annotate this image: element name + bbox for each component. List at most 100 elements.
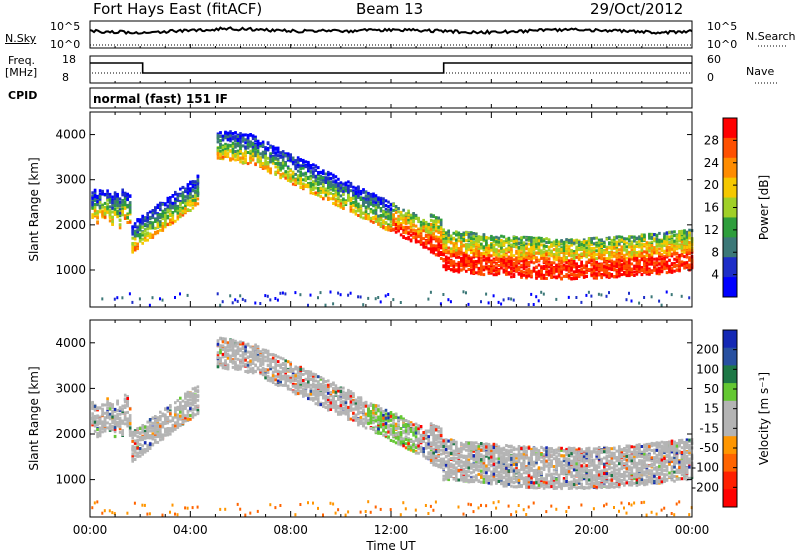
power-cell <box>118 200 122 204</box>
power-cell <box>650 295 653 299</box>
power-cell <box>470 259 473 263</box>
power-cell <box>500 254 503 258</box>
velocity-cell <box>91 423 94 427</box>
power-cell <box>455 253 458 257</box>
power-cell <box>154 219 157 223</box>
power-cell <box>532 303 535 306</box>
power-cell <box>384 226 388 229</box>
power-cell <box>580 261 583 265</box>
power-cell <box>181 200 185 204</box>
power-cell <box>490 238 493 241</box>
power-cell <box>166 216 170 220</box>
power-cell <box>618 261 621 265</box>
power-cell <box>633 253 636 257</box>
power-cell <box>394 217 398 221</box>
power-cell <box>452 260 456 264</box>
power-cell <box>580 263 583 267</box>
power-cell <box>665 237 669 241</box>
power-cell <box>618 238 621 242</box>
power-cell <box>670 266 674 270</box>
power-cell <box>505 263 508 267</box>
power-cell <box>186 191 190 195</box>
power-cell <box>512 258 516 262</box>
power-cell <box>527 255 531 259</box>
power-cell <box>337 196 340 200</box>
power-cell <box>141 216 144 220</box>
power-cell <box>362 204 365 207</box>
power-cell <box>126 214 129 218</box>
power-cell <box>517 261 521 265</box>
power-cell <box>645 243 649 247</box>
power-cell <box>673 261 676 265</box>
power-cell <box>264 155 267 159</box>
power-cell <box>367 200 370 204</box>
power-cell <box>186 293 189 297</box>
power-cell <box>354 203 358 207</box>
power-cell <box>427 230 430 234</box>
power-cell <box>648 262 651 266</box>
power-cell <box>497 300 500 304</box>
power-cell <box>487 270 491 274</box>
power-cell <box>683 250 686 254</box>
power-cell <box>678 262 681 266</box>
power-cell <box>184 202 187 206</box>
power-cell <box>660 269 664 273</box>
power-cell <box>628 253 631 257</box>
power-cell <box>246 138 250 142</box>
power-cell <box>668 270 671 273</box>
power-cell <box>111 215 114 219</box>
power-cell <box>113 207 117 211</box>
power-cell <box>685 238 689 242</box>
power-cell <box>663 249 666 253</box>
power-cell <box>643 296 646 299</box>
power-ytick-label: 1000 <box>55 263 86 277</box>
power-cell <box>221 155 225 159</box>
power-cell <box>540 254 543 258</box>
power-cell <box>587 290 590 294</box>
power-cell <box>281 172 285 176</box>
power-cell <box>181 209 185 213</box>
power-cell <box>525 272 528 276</box>
power-cell <box>623 261 626 265</box>
power-cell <box>592 236 596 240</box>
power-cell <box>613 268 616 272</box>
power-cell <box>582 266 586 270</box>
power-cell <box>635 240 639 244</box>
power-cell <box>319 176 323 180</box>
power-cell <box>334 185 338 188</box>
power-cell <box>171 219 175 223</box>
power-cell <box>299 186 302 189</box>
power-cell <box>630 268 634 272</box>
power-cell <box>472 255 476 259</box>
power-cell <box>537 239 541 243</box>
power-cell <box>520 246 523 249</box>
power-cell <box>389 214 393 218</box>
power-cell <box>154 211 157 215</box>
power-cell <box>342 189 345 193</box>
power-cell <box>414 224 418 228</box>
power-cell <box>595 272 598 276</box>
power-cell <box>347 188 350 192</box>
power-cell <box>231 154 235 158</box>
power-cell <box>294 167 297 171</box>
power-cell <box>512 240 516 243</box>
power-cell <box>414 213 418 217</box>
power-cell <box>141 225 144 229</box>
power-cell <box>399 301 402 304</box>
power-cell <box>635 236 639 240</box>
power-cell <box>532 269 536 273</box>
power-cell <box>547 265 551 269</box>
power-cell <box>613 254 616 258</box>
power-cell <box>397 210 400 214</box>
power-cell <box>455 233 458 237</box>
power-cell <box>472 271 476 275</box>
power-cell <box>650 240 654 244</box>
power-cell <box>184 195 187 199</box>
power-cell <box>236 139 240 142</box>
power-cell <box>688 251 691 255</box>
power-cell <box>660 257 664 261</box>
power-cell <box>299 173 302 177</box>
power-cell <box>668 235 671 239</box>
power-cell <box>660 241 664 245</box>
